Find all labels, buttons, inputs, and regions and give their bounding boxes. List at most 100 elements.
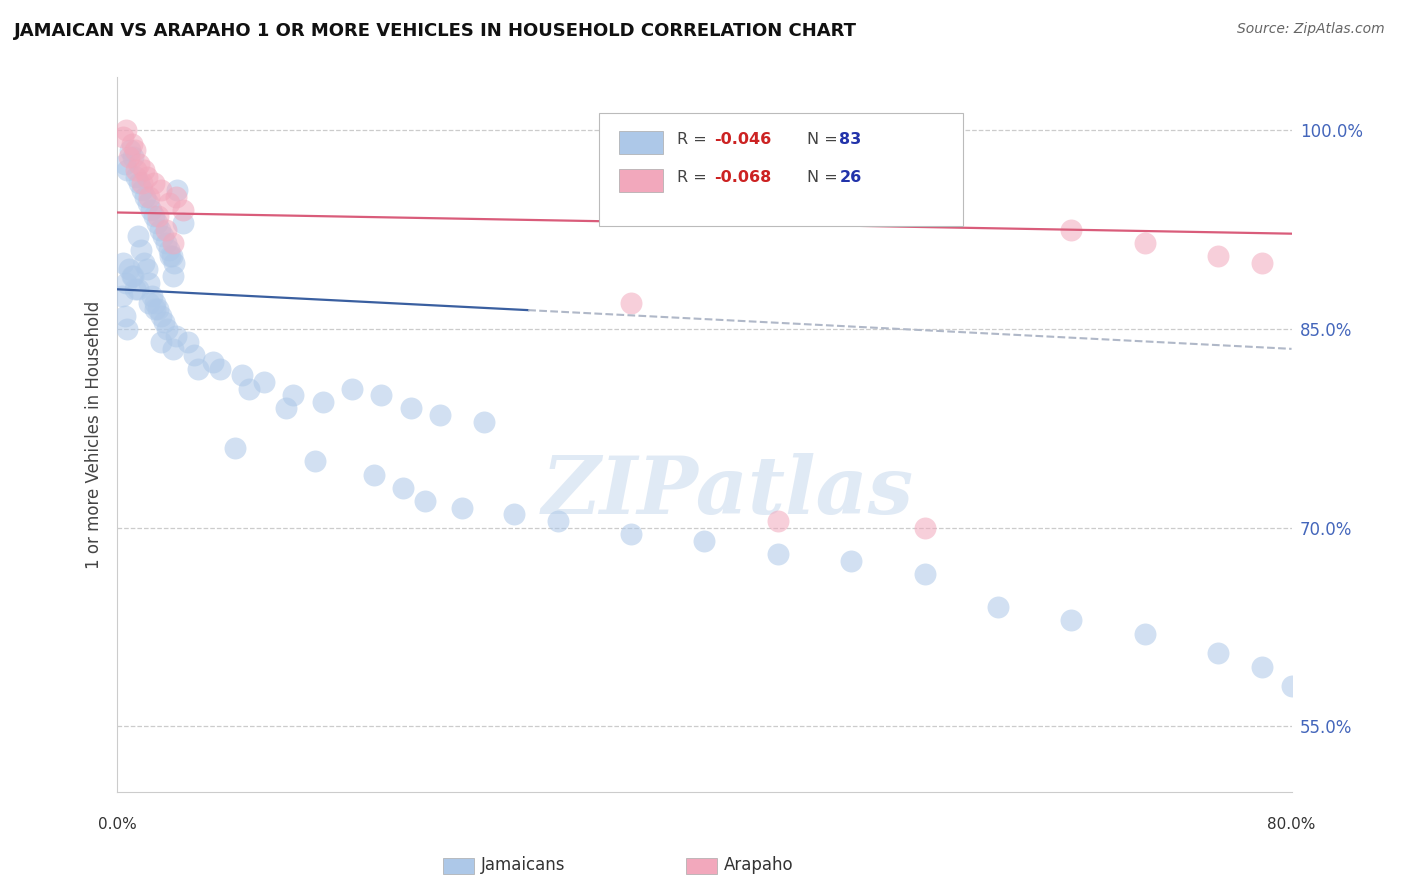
Point — [125, 163, 148, 178]
Point — [114, 309, 136, 323]
Point — [176, 335, 198, 350]
Point — [363, 467, 385, 482]
Point — [208, 361, 231, 376]
Text: ZIPatlas: ZIPatlas — [541, 453, 914, 531]
Point — [146, 216, 169, 230]
Point — [120, 143, 142, 157]
Point — [283, 388, 305, 402]
Point — [231, 368, 253, 383]
Point — [121, 268, 143, 283]
Point — [128, 156, 150, 170]
Point — [1133, 626, 1156, 640]
Point — [135, 169, 157, 184]
Point — [135, 262, 157, 277]
Point — [143, 302, 166, 317]
Point — [201, 355, 224, 369]
Point — [502, 508, 524, 522]
Point — [224, 441, 246, 455]
Point — [172, 202, 194, 217]
Point — [155, 223, 177, 237]
Point — [1060, 613, 1083, 627]
Point — [392, 481, 415, 495]
Text: R =: R = — [678, 132, 713, 147]
Bar — [619, 131, 664, 154]
Point — [766, 514, 789, 528]
Point — [110, 289, 132, 303]
Point — [112, 130, 135, 145]
Point — [138, 276, 160, 290]
Point — [142, 210, 165, 224]
Point — [148, 302, 170, 317]
Point — [131, 183, 153, 197]
Point — [165, 189, 187, 203]
Point — [162, 342, 184, 356]
Text: N =: N = — [807, 170, 842, 185]
Point — [148, 210, 170, 224]
Point — [143, 295, 166, 310]
Point — [131, 177, 153, 191]
Point — [274, 401, 297, 416]
Point — [693, 533, 716, 548]
Point — [415, 494, 437, 508]
Point — [547, 514, 569, 528]
Text: Source: ZipAtlas.com: Source: ZipAtlas.com — [1237, 22, 1385, 37]
Point — [152, 229, 174, 244]
Point — [159, 249, 181, 263]
Point — [115, 123, 138, 137]
Point — [183, 349, 205, 363]
Text: 83: 83 — [839, 132, 862, 147]
Point — [122, 268, 145, 283]
Point — [115, 276, 138, 290]
Point — [304, 454, 326, 468]
Point — [149, 223, 172, 237]
Text: R =: R = — [678, 170, 713, 185]
Point — [157, 243, 180, 257]
Point — [162, 235, 184, 250]
Point — [124, 282, 146, 296]
Point — [136, 196, 159, 211]
Point — [153, 315, 176, 329]
Text: -0.068: -0.068 — [714, 170, 770, 185]
Text: Arapaho: Arapaho — [724, 856, 794, 874]
Point — [155, 235, 177, 250]
Point — [238, 382, 260, 396]
Point — [142, 177, 165, 191]
Point — [122, 150, 145, 164]
Point — [451, 500, 474, 515]
Point — [121, 136, 143, 151]
Point — [620, 527, 643, 541]
Point — [987, 600, 1010, 615]
Text: Jamaicans: Jamaicans — [481, 856, 565, 874]
Point — [125, 169, 148, 184]
Point — [141, 289, 163, 303]
Text: -0.046: -0.046 — [714, 132, 770, 147]
Point — [620, 295, 643, 310]
Point — [1206, 249, 1229, 263]
Point — [150, 335, 173, 350]
Point — [166, 183, 188, 197]
Y-axis label: 1 or more Vehicles in Household: 1 or more Vehicles in Household — [86, 301, 103, 569]
Point — [134, 189, 156, 203]
Point — [157, 196, 180, 211]
Point — [117, 163, 139, 178]
FancyBboxPatch shape — [599, 113, 963, 227]
Text: 26: 26 — [839, 170, 862, 185]
Point — [165, 328, 187, 343]
Point — [139, 202, 162, 217]
Point — [114, 156, 136, 170]
Point — [1206, 646, 1229, 660]
Point — [340, 382, 363, 396]
Point — [1251, 659, 1274, 673]
Bar — [619, 169, 664, 192]
Point — [187, 361, 209, 376]
Point — [163, 256, 186, 270]
Point — [172, 216, 194, 230]
Point — [132, 256, 155, 270]
Point — [1060, 223, 1083, 237]
Point — [156, 322, 179, 336]
Point — [253, 375, 276, 389]
Point — [839, 554, 862, 568]
Point — [138, 189, 160, 203]
Point — [312, 394, 335, 409]
Point — [1133, 235, 1156, 250]
